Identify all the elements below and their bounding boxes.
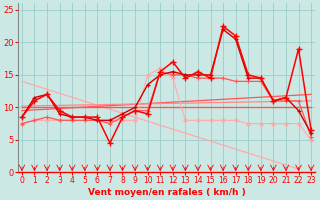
- X-axis label: Vent moyen/en rafales ( km/h ): Vent moyen/en rafales ( km/h ): [88, 188, 245, 197]
